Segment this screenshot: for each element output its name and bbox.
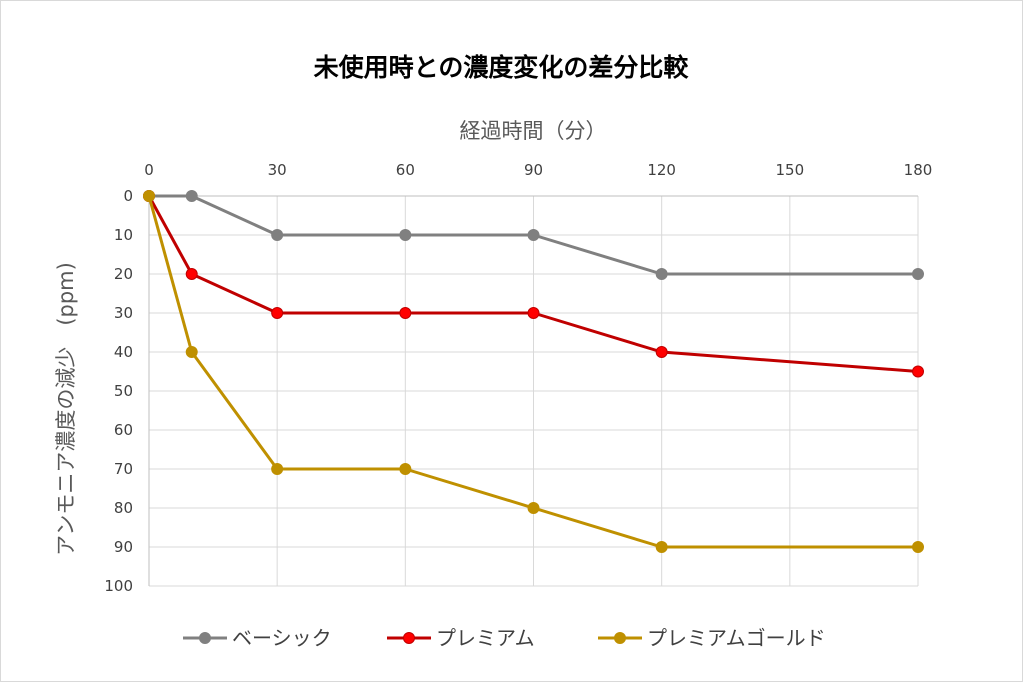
y-tick-label: 30 [114, 304, 133, 322]
data-point [527, 229, 540, 241]
data-point [912, 365, 924, 378]
y-tick-label: 10 [114, 226, 133, 244]
data-point [271, 229, 284, 241]
y-tick-label: 0 [123, 187, 133, 205]
data-point [271, 463, 284, 475]
y-tick-label: 90 [114, 538, 133, 556]
data-point [399, 229, 412, 241]
x-tick-label: 60 [396, 161, 415, 179]
x-tick-label: 150 [776, 161, 805, 179]
legend-item: ベーシック [183, 626, 332, 650]
x-axis-title: 経過時間（分） [460, 119, 607, 143]
data-point [527, 502, 540, 514]
data-point [912, 541, 924, 553]
y-tick-label: 100 [104, 577, 133, 595]
series-3 [143, 190, 924, 553]
data-point [527, 307, 540, 319]
data-point [271, 307, 284, 319]
legend-label: プレミアム [436, 626, 535, 650]
tick-labels: 0 10 20 30 40 50 60 70 80 90 100 0 30 60 90 120 150 180 [104, 161, 932, 595]
series-lines [143, 190, 924, 553]
data-point [399, 307, 412, 319]
x-tick-label: 90 [524, 161, 543, 179]
data-point [185, 268, 198, 280]
y-tick-label: 60 [114, 421, 133, 439]
legend-swatch-marker [403, 632, 415, 644]
data-point [185, 190, 198, 202]
data-point [655, 268, 668, 280]
legend-item: プレミアムゴールド [598, 626, 826, 650]
y-tick-label: 50 [114, 382, 133, 400]
data-point [185, 346, 198, 358]
y-tick-label: 70 [114, 460, 133, 478]
x-tick-label: 30 [268, 161, 287, 179]
data-point [655, 346, 668, 358]
series-2 [143, 190, 924, 378]
gridlines [148, 195, 919, 587]
chart-title: 未使用時との濃度変化の差分比較 [314, 53, 690, 82]
x-tick-label: 180 [904, 161, 933, 179]
y-tick-label: 20 [114, 265, 133, 283]
data-point [912, 268, 924, 280]
y-axis-title: アンモニア濃度の減少 (ppm) [54, 262, 78, 556]
y-tick-label: 40 [114, 343, 133, 361]
legend-swatch-marker [199, 632, 211, 644]
data-point [399, 463, 412, 475]
data-point [655, 541, 668, 553]
x-tick-label: 120 [647, 161, 676, 179]
data-point [143, 190, 155, 202]
legend: ベーシック プレミアム プレミアムゴールド [183, 626, 826, 650]
y-tick-label: 80 [114, 499, 133, 517]
legend-label: ベーシック [232, 626, 332, 650]
x-tick-label: 0 [144, 161, 154, 179]
legend-label: プレミアムゴールド [647, 626, 826, 650]
legend-item: プレミアム [387, 626, 535, 650]
legend-swatch-marker [614, 632, 626, 644]
